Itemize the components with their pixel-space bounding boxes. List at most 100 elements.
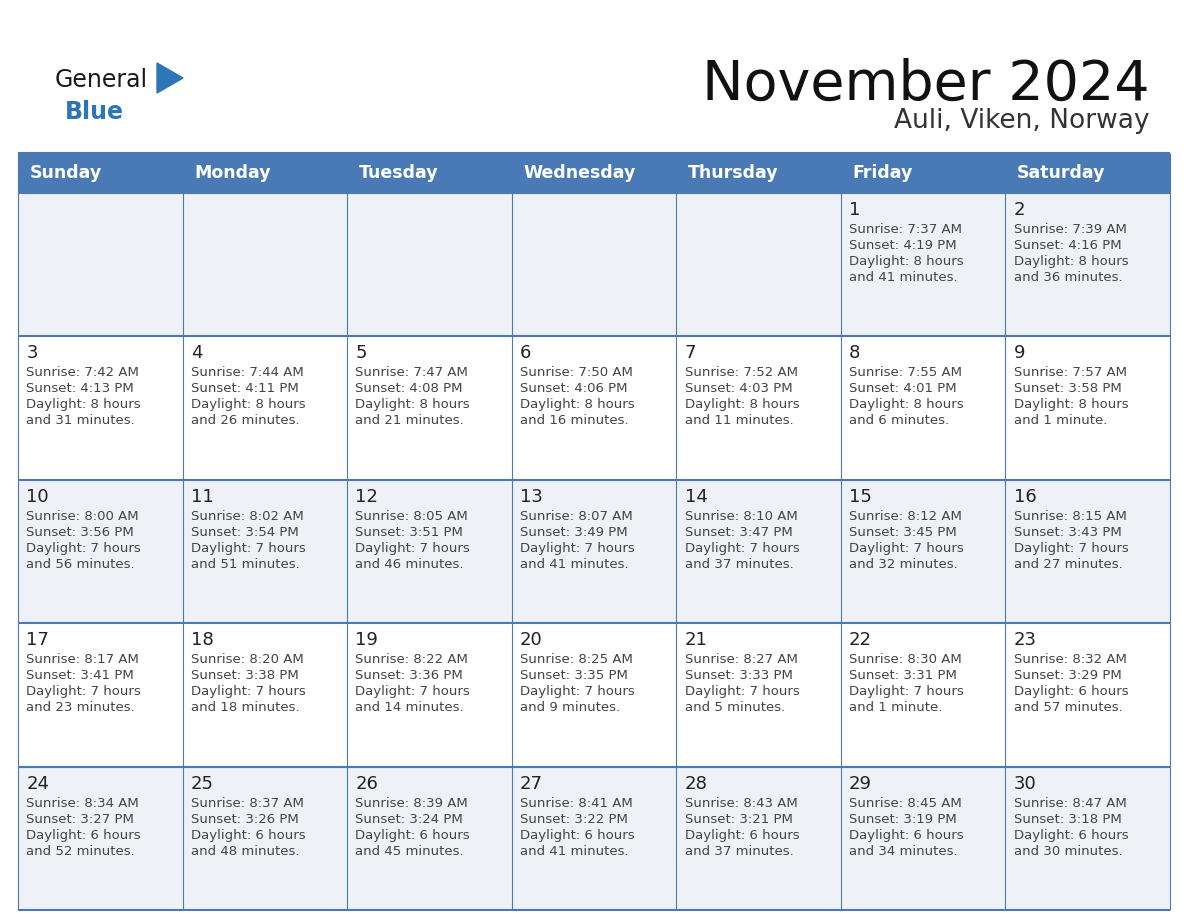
Text: Sunrise: 7:47 AM: Sunrise: 7:47 AM [355, 366, 468, 379]
Polygon shape [157, 63, 183, 93]
Text: Daylight: 6 hours: Daylight: 6 hours [849, 829, 963, 842]
Bar [512, 193, 676, 336]
Text: Daylight: 7 hours: Daylight: 7 hours [191, 542, 305, 554]
Text: Sunrise: 8:02 AM: Sunrise: 8:02 AM [191, 509, 304, 522]
Text: Sunset: 3:35 PM: Sunset: 3:35 PM [520, 669, 627, 682]
Text: November 2024: November 2024 [702, 58, 1150, 112]
Text: Sunset: 4:16 PM: Sunset: 4:16 PM [1013, 239, 1121, 252]
Bar [183, 623, 347, 767]
Text: 20: 20 [520, 632, 543, 649]
Text: Sunset: 3:49 PM: Sunset: 3:49 PM [520, 526, 627, 539]
Text: and 16 minutes.: and 16 minutes. [520, 414, 628, 428]
Text: and 37 minutes.: and 37 minutes. [684, 845, 794, 857]
Text: Sunset: 4:01 PM: Sunset: 4:01 PM [849, 383, 956, 396]
Text: and 45 minutes.: and 45 minutes. [355, 845, 465, 857]
Bar [347, 193, 512, 336]
Text: 5: 5 [355, 344, 367, 363]
Text: 25: 25 [191, 775, 214, 792]
Bar [676, 480, 841, 623]
Text: Daylight: 7 hours: Daylight: 7 hours [355, 685, 470, 699]
Text: Daylight: 8 hours: Daylight: 8 hours [520, 398, 634, 411]
Text: Sunset: 3:26 PM: Sunset: 3:26 PM [191, 812, 298, 825]
Bar [347, 153, 512, 193]
Text: Sunset: 3:31 PM: Sunset: 3:31 PM [849, 669, 958, 682]
Bar [512, 623, 676, 767]
Text: and 6 minutes.: and 6 minutes. [849, 414, 949, 428]
Text: and 30 minutes.: and 30 minutes. [1013, 845, 1123, 857]
Text: Sunrise: 8:32 AM: Sunrise: 8:32 AM [1013, 654, 1126, 666]
Text: 16: 16 [1013, 487, 1036, 506]
Text: 19: 19 [355, 632, 378, 649]
Bar [676, 623, 841, 767]
Text: Sunrise: 8:34 AM: Sunrise: 8:34 AM [26, 797, 139, 810]
Text: and 36 minutes.: and 36 minutes. [1013, 271, 1123, 284]
Text: Sunset: 4:19 PM: Sunset: 4:19 PM [849, 239, 956, 252]
Text: Daylight: 7 hours: Daylight: 7 hours [849, 542, 963, 554]
Bar [841, 623, 1005, 767]
Text: and 51 minutes.: and 51 minutes. [191, 558, 299, 571]
Text: Sunset: 3:45 PM: Sunset: 3:45 PM [849, 526, 956, 539]
Bar [18, 767, 183, 910]
Bar [1005, 153, 1170, 193]
Bar [1005, 623, 1170, 767]
Text: Daylight: 8 hours: Daylight: 8 hours [355, 398, 470, 411]
Text: Sunset: 3:41 PM: Sunset: 3:41 PM [26, 669, 134, 682]
Text: Sunset: 3:27 PM: Sunset: 3:27 PM [26, 812, 134, 825]
Text: Sunrise: 8:12 AM: Sunrise: 8:12 AM [849, 509, 962, 522]
Text: Sunrise: 8:10 AM: Sunrise: 8:10 AM [684, 509, 797, 522]
Text: 14: 14 [684, 487, 707, 506]
Text: and 56 minutes.: and 56 minutes. [26, 558, 135, 571]
Bar [512, 767, 676, 910]
Text: Sunset: 4:11 PM: Sunset: 4:11 PM [191, 383, 298, 396]
Text: Thursday: Thursday [688, 164, 778, 182]
Text: Sunrise: 8:39 AM: Sunrise: 8:39 AM [355, 797, 468, 810]
Text: Sunrise: 8:05 AM: Sunrise: 8:05 AM [355, 509, 468, 522]
Text: 9: 9 [1013, 344, 1025, 363]
Text: Blue: Blue [65, 100, 124, 124]
Bar [18, 336, 183, 480]
Bar [512, 153, 676, 193]
Bar [1005, 193, 1170, 336]
Text: General: General [55, 68, 148, 92]
Text: Sunrise: 7:44 AM: Sunrise: 7:44 AM [191, 366, 304, 379]
Text: Sunset: 3:33 PM: Sunset: 3:33 PM [684, 669, 792, 682]
Bar [347, 623, 512, 767]
Text: 11: 11 [191, 487, 214, 506]
Bar [676, 153, 841, 193]
Text: Daylight: 8 hours: Daylight: 8 hours [26, 398, 141, 411]
Bar [1005, 480, 1170, 623]
Bar [841, 193, 1005, 336]
Bar [183, 153, 347, 193]
Text: 3: 3 [26, 344, 38, 363]
Bar [676, 193, 841, 336]
Bar [512, 480, 676, 623]
Text: 7: 7 [684, 344, 696, 363]
Text: Daylight: 7 hours: Daylight: 7 hours [684, 542, 800, 554]
Text: 1: 1 [849, 201, 860, 219]
Text: Sunrise: 8:00 AM: Sunrise: 8:00 AM [26, 509, 139, 522]
Text: Sunset: 3:38 PM: Sunset: 3:38 PM [191, 669, 298, 682]
Bar [841, 767, 1005, 910]
Text: Sunset: 3:18 PM: Sunset: 3:18 PM [1013, 812, 1121, 825]
Text: and 21 minutes.: and 21 minutes. [355, 414, 465, 428]
Text: Sunrise: 8:17 AM: Sunrise: 8:17 AM [26, 654, 139, 666]
Text: Sunrise: 7:50 AM: Sunrise: 7:50 AM [520, 366, 633, 379]
Text: Daylight: 8 hours: Daylight: 8 hours [191, 398, 305, 411]
Text: and 5 minutes.: and 5 minutes. [684, 701, 785, 714]
Text: Sunset: 3:29 PM: Sunset: 3:29 PM [1013, 669, 1121, 682]
Text: 26: 26 [355, 775, 378, 792]
Text: 24: 24 [26, 775, 49, 792]
Text: and 9 minutes.: and 9 minutes. [520, 701, 620, 714]
Text: Daylight: 8 hours: Daylight: 8 hours [849, 398, 963, 411]
Bar [18, 623, 183, 767]
Bar [841, 480, 1005, 623]
Text: Sunset: 3:19 PM: Sunset: 3:19 PM [849, 812, 956, 825]
Text: 12: 12 [355, 487, 378, 506]
Text: 2: 2 [1013, 201, 1025, 219]
Text: Auli, Viken, Norway: Auli, Viken, Norway [895, 108, 1150, 134]
Text: 17: 17 [26, 632, 49, 649]
Text: Saturday: Saturday [1017, 164, 1106, 182]
Text: Daylight: 8 hours: Daylight: 8 hours [1013, 255, 1129, 268]
Text: and 41 minutes.: and 41 minutes. [849, 271, 958, 284]
Text: Sunrise: 7:55 AM: Sunrise: 7:55 AM [849, 366, 962, 379]
